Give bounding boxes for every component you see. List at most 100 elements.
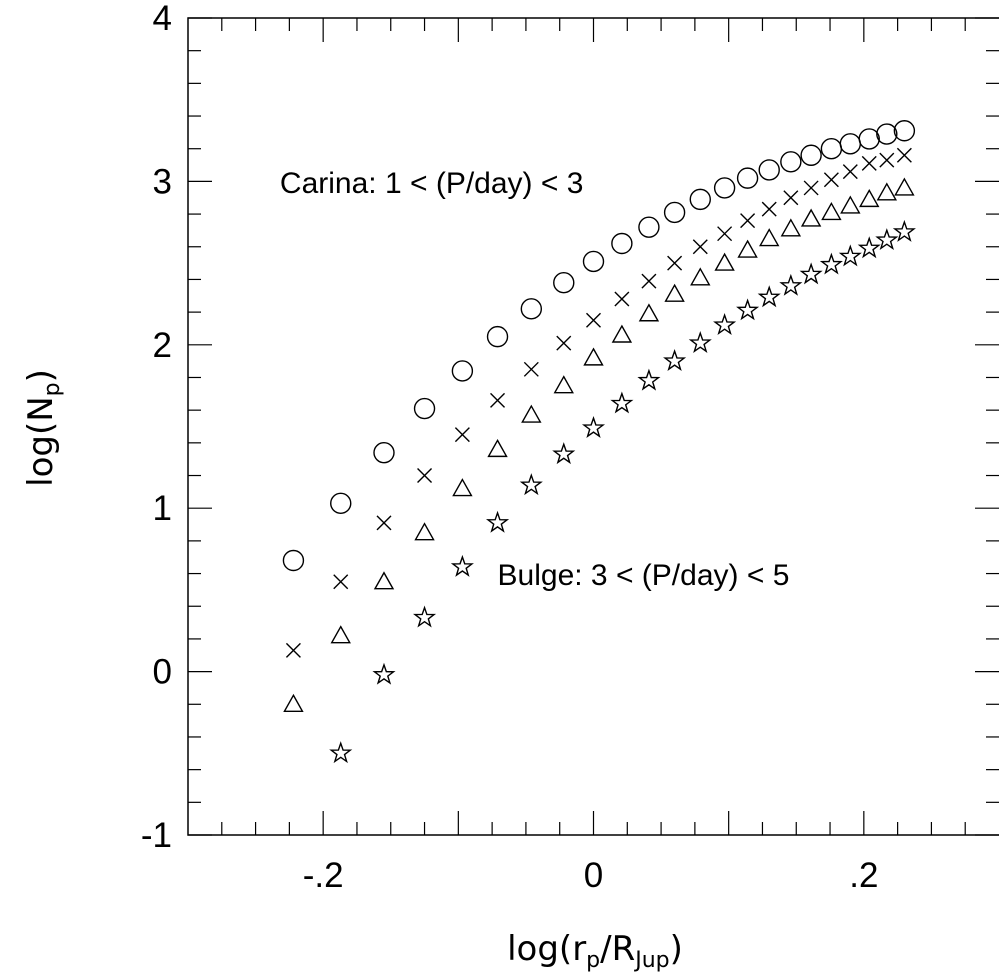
circle-marker: [413, 397, 436, 420]
cross-marker: [417, 468, 433, 484]
y-tick-label: -1: [141, 816, 172, 855]
circle-marker: [282, 549, 305, 572]
circle-marker: [582, 250, 605, 273]
triangle-marker: [876, 182, 898, 201]
triangle-marker: [521, 404, 542, 423]
cross-marker: [454, 427, 470, 443]
cross-marker: [761, 201, 777, 217]
cross-marker: [861, 155, 877, 171]
plot-frame: [187, 17, 999, 836]
cross-marker: [667, 255, 683, 271]
x-axis-title: log(rp/RJup): [507, 929, 683, 972]
triangle-marker: [859, 188, 880, 208]
y-tick-label: 2: [153, 326, 172, 365]
star-marker: [713, 313, 737, 336]
cross-marker: [614, 291, 630, 307]
circle-marker: [520, 298, 543, 320]
circle-marker: [611, 232, 633, 255]
circle-marker: [800, 144, 822, 166]
bulge-annotation: Bulge: 3 < (P/day) < 5: [498, 559, 790, 592]
star-marker: [819, 252, 843, 275]
cross-marker: [333, 574, 349, 590]
cross-marker: [376, 515, 392, 531]
star-marker: [688, 331, 712, 353]
circle-marker: [858, 128, 880, 150]
star-marker: [372, 662, 396, 685]
triangle-marker: [664, 283, 685, 302]
cross-marker: [803, 180, 819, 196]
star-marker: [799, 262, 823, 285]
x-tick-label: .2: [849, 856, 878, 895]
circle-marker: [780, 151, 802, 173]
star-marker: [581, 415, 606, 438]
star-marker: [892, 219, 916, 242]
circle-marker: [663, 201, 686, 224]
triangle-marker: [330, 625, 351, 644]
cross-marker: [556, 335, 572, 351]
x-tick-label: -.2: [303, 856, 344, 895]
circle-marker: [893, 120, 916, 142]
triangle-marker: [840, 195, 861, 214]
triangle-marker: [553, 375, 574, 394]
y-tick-label: 1: [153, 489, 172, 528]
cross-marker: [740, 213, 756, 229]
cross-marker: [783, 190, 799, 206]
star-marker: [519, 473, 543, 496]
cross-marker: [823, 172, 839, 188]
triangle-marker: [800, 208, 822, 227]
star-marker: [875, 228, 899, 251]
triangle-marker: [487, 438, 508, 458]
circle-marker: [553, 272, 575, 294]
circle-marker: [713, 177, 736, 199]
cross-marker: [717, 226, 733, 242]
cross-marker: [641, 273, 657, 289]
triangle-marker: [283, 693, 304, 712]
triangle-marker: [780, 218, 802, 237]
cross-marker: [523, 361, 539, 377]
y-tick-label: 4: [153, 0, 172, 38]
star-marker: [450, 554, 474, 577]
star-marker: [552, 442, 576, 465]
star-marker: [663, 349, 687, 371]
star-marker: [736, 298, 760, 321]
triangle-marker: [894, 177, 915, 196]
y-tick-label: 3: [153, 162, 172, 201]
triangle-marker: [714, 252, 735, 271]
circle-marker: [758, 159, 780, 181]
star-marker: [757, 285, 781, 308]
circle-marker: [373, 441, 395, 464]
star-marker: [637, 368, 661, 391]
circle-marker: [451, 360, 474, 382]
circle-marker: [689, 188, 711, 211]
y-tick-label: 0: [153, 653, 172, 692]
cross-marker: [586, 312, 601, 328]
y-axis-title: log(Np): [21, 369, 65, 487]
star-marker: [485, 510, 510, 533]
star-marker: [413, 605, 437, 628]
star-marker: [857, 236, 881, 259]
cross-marker: [896, 147, 912, 163]
cross-marker: [490, 392, 506, 408]
triangle-marker: [690, 267, 711, 286]
cross-marker: [285, 642, 301, 658]
star-marker: [838, 244, 862, 267]
cross-marker: [842, 164, 858, 180]
circle-marker: [736, 167, 759, 189]
triangle-marker: [737, 239, 758, 258]
star-marker: [779, 273, 803, 296]
triangle-marker: [452, 478, 473, 497]
circle-marker: [330, 492, 352, 514]
star-marker: [610, 391, 634, 414]
triangle-marker: [583, 347, 604, 366]
triangle-marker: [414, 522, 435, 541]
carina-annotation: Carina: 1 < (P/day) < 3: [280, 167, 584, 200]
triangle-marker: [373, 571, 395, 590]
circle-marker: [820, 138, 843, 160]
cross-marker: [692, 239, 708, 255]
triangle-marker: [759, 228, 780, 247]
circle-marker: [876, 123, 898, 145]
circle-marker: [638, 216, 660, 238]
circle-marker: [839, 133, 862, 155]
triangle-marker: [611, 324, 633, 343]
